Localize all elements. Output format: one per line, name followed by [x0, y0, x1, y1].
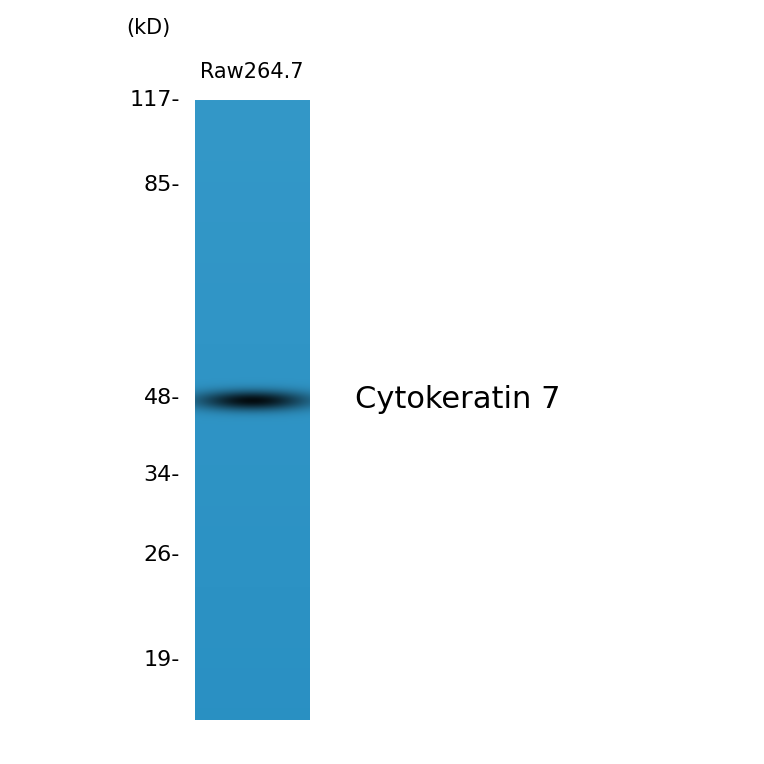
Text: (kD): (kD)	[126, 18, 170, 38]
Text: Raw264.7: Raw264.7	[200, 62, 304, 82]
Text: 48-: 48-	[144, 388, 180, 408]
Text: 19-: 19-	[144, 650, 180, 670]
Text: 85-: 85-	[144, 175, 180, 195]
Text: 34-: 34-	[144, 465, 180, 485]
Text: 117-: 117-	[130, 90, 180, 110]
Text: Cytokeratin 7: Cytokeratin 7	[355, 386, 561, 415]
Text: 26-: 26-	[144, 545, 180, 565]
